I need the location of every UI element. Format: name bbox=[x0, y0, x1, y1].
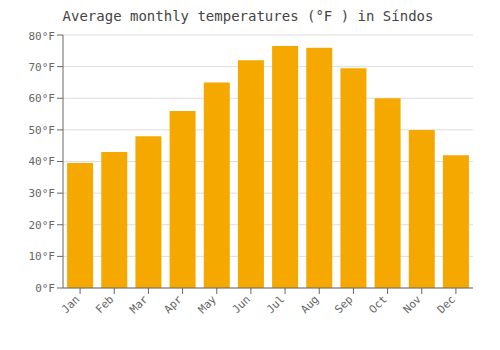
svg-text:30°F: 30°F bbox=[29, 187, 56, 200]
svg-text:20°F: 20°F bbox=[29, 219, 56, 232]
svg-text:Mar: Mar bbox=[127, 293, 151, 317]
svg-text:40°F: 40°F bbox=[29, 155, 56, 168]
svg-text:50°F: 50°F bbox=[29, 124, 56, 137]
svg-text:80°F: 80°F bbox=[29, 30, 56, 43]
svg-text:0°F: 0°F bbox=[35, 282, 55, 295]
svg-text:Aug: Aug bbox=[298, 293, 321, 316]
html-text:Average monthly temperatures (: Average monthly temperatures (°F ) in Sí… bbox=[62, 8, 434, 24]
svg-text:Dec: Dec bbox=[435, 293, 458, 316]
svg-text:Oct: Oct bbox=[366, 293, 389, 316]
svg-text:60°F: 60°F bbox=[29, 92, 56, 105]
svg-text:Nov: Nov bbox=[401, 293, 425, 317]
svg-text:Feb: Feb bbox=[93, 293, 116, 316]
svg-text:Jan: Jan bbox=[59, 293, 82, 316]
svg-text:Apr: Apr bbox=[161, 293, 185, 317]
svg-text:Jun: Jun bbox=[230, 293, 253, 316]
svg-text:Sep: Sep bbox=[332, 293, 355, 316]
svg-text:10°F: 10°F bbox=[29, 250, 56, 263]
svg-text:May: May bbox=[196, 293, 220, 317]
svg-text:Jul: Jul bbox=[264, 293, 287, 316]
svg-text:70°F: 70°F bbox=[29, 61, 56, 74]
